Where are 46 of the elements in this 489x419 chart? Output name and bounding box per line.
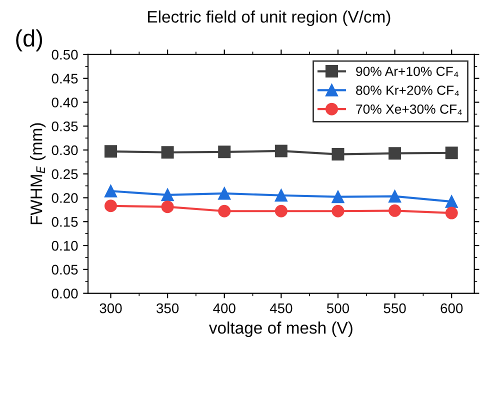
point bbox=[104, 200, 117, 212]
point bbox=[274, 144, 288, 158]
x2-axis-title: Electric field of unit region (V/cm) bbox=[148, 10, 390, 26]
point bbox=[274, 189, 288, 202]
y-tick-label: 0.10 bbox=[52, 240, 78, 251]
y-tick-label: 0.15 bbox=[52, 216, 78, 227]
chart-title: (d) bbox=[16, 29, 42, 52]
point bbox=[332, 204, 344, 218]
x-tick-label: 450 bbox=[270, 303, 292, 314]
y-tick-label: 0.25 bbox=[52, 169, 78, 180]
point bbox=[445, 206, 458, 220]
x-tick-label: 600 bbox=[440, 303, 463, 314]
x-tick-label: 400 bbox=[213, 303, 236, 314]
point bbox=[218, 146, 231, 158]
point bbox=[161, 200, 174, 214]
point bbox=[104, 145, 117, 158]
y-tick-label: 0.40 bbox=[52, 98, 78, 108]
y-tick-label: 0.05 bbox=[52, 264, 78, 275]
point bbox=[332, 148, 344, 161]
point bbox=[218, 204, 231, 218]
x-axis-title: voltage of mesh (V) bbox=[208, 322, 352, 338]
y-tick-label: 0.45 bbox=[52, 74, 78, 84]
legend-label: 70% Xe+30% CF₄ bbox=[356, 104, 462, 115]
y-tick-label: 0.30 bbox=[52, 145, 78, 156]
point bbox=[161, 188, 174, 202]
y-tick-label: 0.35 bbox=[52, 121, 78, 132]
x-tick-label: 500 bbox=[326, 303, 350, 314]
point bbox=[104, 184, 117, 198]
point bbox=[388, 204, 402, 217]
point bbox=[218, 187, 231, 200]
x-tick-label: 300 bbox=[100, 303, 122, 314]
point bbox=[161, 146, 174, 159]
point bbox=[332, 190, 344, 204]
legend-label: 90% Ar+10% CF₄ bbox=[356, 66, 458, 78]
point bbox=[445, 195, 458, 208]
legend-label: 80% Kr+20% CF₄ bbox=[356, 86, 460, 96]
y-tick-label: 0.50 bbox=[52, 50, 78, 60]
point bbox=[388, 190, 402, 203]
point bbox=[388, 147, 402, 160]
point bbox=[274, 204, 288, 218]
x-tick-label: 550 bbox=[384, 303, 406, 314]
y-tick-label: 0.00 bbox=[52, 288, 78, 298]
y-tick-label: 0.20 bbox=[52, 193, 78, 203]
x-tick-label: 350 bbox=[156, 303, 179, 314]
y-axis-title: FWHM$_{E}$ (mm) bbox=[30, 123, 46, 224]
point bbox=[445, 146, 458, 160]
